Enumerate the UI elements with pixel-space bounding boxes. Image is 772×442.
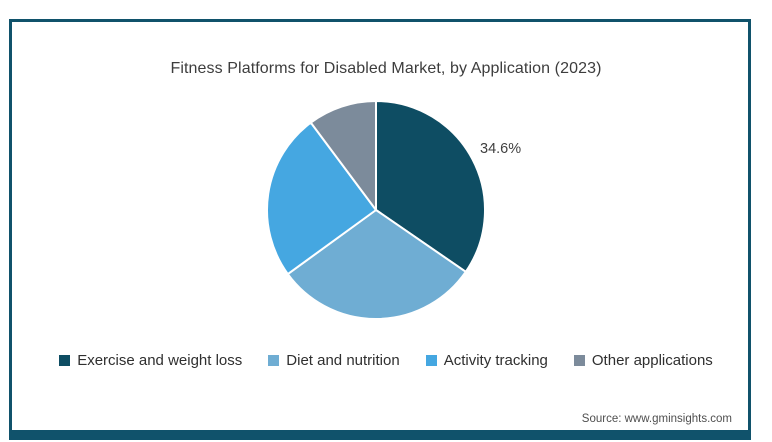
- pie-svg: [266, 100, 486, 320]
- legend-item-diet-and-nutrition: Diet and nutrition: [268, 352, 400, 369]
- pie-slice-activity-tracking: [266, 121, 377, 276]
- pie-data-label: 34.6%: [480, 141, 522, 157]
- pie-slice-exercise-and-weight-loss: [375, 100, 486, 273]
- pie-slice-other-applications: [309, 100, 377, 211]
- legend-item-other-applications: Other applications: [573, 352, 713, 369]
- legend-label: Activity tracking: [443, 352, 548, 369]
- legend-item-activity-tracking: Activity tracking: [425, 352, 548, 369]
- legend-swatch-icon: [573, 355, 585, 366]
- pie-chart: [256, 90, 496, 330]
- legend-swatch-icon: [268, 355, 280, 366]
- legend-swatch-icon: [425, 355, 437, 366]
- legend-swatch-icon: [59, 355, 71, 366]
- source-note: Source: www.gminsights.com: [581, 413, 732, 425]
- legend-label: Exercise and weight loss: [77, 352, 243, 369]
- chart-title: Fitness Platforms for Disabled Market, b…: [170, 60, 602, 77]
- legend: Exercise and weight loss Diet and nutriti…: [0, 352, 772, 369]
- pie-slice-diet-and-nutrition: [286, 209, 467, 320]
- legend-label: Other applications: [591, 352, 713, 369]
- legend-label: Diet and nutrition: [286, 352, 400, 369]
- legend-item-exercise-and-weight-loss: Exercise and weight loss: [59, 352, 242, 369]
